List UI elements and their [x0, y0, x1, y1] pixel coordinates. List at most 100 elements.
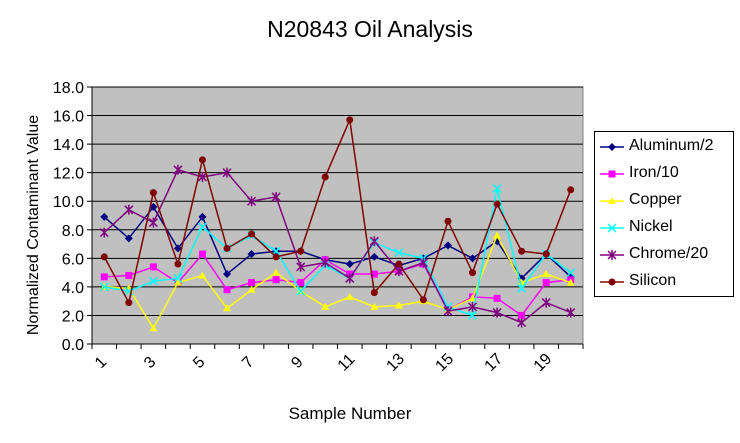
- data-point-nickel: [197, 222, 208, 232]
- data-point-silicon: [542, 250, 550, 258]
- data-point-chrome-20: [566, 307, 576, 318]
- data-point-aluminum-2: [247, 250, 256, 259]
- legend-label: Iron/10: [629, 164, 679, 181]
- x-tick-label: 13: [383, 350, 408, 375]
- data-point-nickel: [492, 183, 502, 193]
- data-point-chrome-20: [517, 317, 527, 328]
- y-tick-label: 10.0: [53, 194, 84, 211]
- data-point-silicon: [321, 173, 329, 181]
- y-tick-label: 18.0: [53, 80, 84, 97]
- data-point-aluminum-2: [223, 270, 232, 279]
- data-point-chrome-20: [369, 236, 379, 247]
- data-point-chrome-20: [247, 196, 257, 207]
- y-tick-label: 12.0: [53, 166, 84, 183]
- data-point-nickel: [148, 276, 158, 286]
- series-line-chrome-20: [103, 168, 572, 324]
- data-point-silicon: [100, 253, 108, 261]
- x-tick-label: 17: [482, 350, 507, 375]
- x-tick-label: 3: [141, 354, 159, 372]
- data-point-silicon: [223, 244, 231, 252]
- data-point-copper: [149, 324, 158, 332]
- legend-swatch-marker: [608, 278, 616, 286]
- series-line-iron-10: [104, 252, 571, 317]
- legend-swatch: [600, 197, 624, 204]
- data-point-copper: [173, 278, 182, 286]
- data-point-silicon: [469, 269, 477, 277]
- data-point-iron-10: [198, 250, 206, 258]
- data-point-chrome-20: [345, 273, 355, 284]
- data-point-silicon: [149, 189, 157, 197]
- data-point-iron-10: [542, 279, 550, 287]
- y-tick-label: 4.0: [62, 280, 84, 297]
- data-point-aluminum-2: [345, 260, 354, 269]
- chart-title: N20843 Oil Analysis: [267, 16, 473, 42]
- y-tick-label: 2.0: [62, 308, 84, 325]
- legend-item-iron-10: Iron/10: [599, 164, 733, 184]
- y-tick-label: 14.0: [53, 137, 84, 154]
- data-point-chrome-20: [222, 167, 232, 178]
- data-point-silicon: [125, 299, 133, 307]
- data-point-nickel: [517, 283, 527, 293]
- data-point-copper: [272, 268, 281, 276]
- legend-swatch: [600, 143, 624, 151]
- data-point-silicon: [518, 247, 526, 255]
- legend-swatch: [600, 223, 624, 233]
- data-point-copper: [321, 302, 330, 310]
- data-point-iron-10: [149, 263, 157, 271]
- x-tick-label: 19: [531, 350, 556, 375]
- legend-swatch-marker: [607, 250, 617, 260]
- data-point-silicon: [493, 200, 501, 208]
- data-point-chrome-20: [418, 257, 428, 268]
- data-point-silicon: [346, 116, 354, 124]
- x-tick-label: 15: [432, 350, 457, 375]
- legend-swatch-marker: [608, 143, 616, 151]
- data-point-chrome-20: [492, 307, 502, 318]
- data-point-chrome-20: [443, 306, 453, 317]
- legend-swatch: [600, 170, 624, 178]
- legend-item-aluminum-2: Aluminum/2: [599, 137, 733, 157]
- data-point-iron-10: [370, 270, 378, 278]
- series-line-silicon: [103, 117, 572, 305]
- data-point-silicon: [395, 260, 403, 268]
- series-line-nickel: [104, 188, 572, 317]
- data-point-aluminum-2: [443, 241, 452, 250]
- data-point-copper: [566, 278, 575, 286]
- data-point-chrome-20: [271, 191, 281, 202]
- legend: Aluminum/2 Iron/10 Copper Nickel Chrome/20 Si…: [594, 131, 734, 297]
- data-point-chrome-20: [124, 204, 134, 215]
- data-point-chrome-20: [99, 227, 109, 238]
- data-point-silicon: [174, 260, 182, 268]
- legend-swatch-marker: [607, 223, 617, 233]
- legend-item-silicon: Silicon: [599, 272, 733, 292]
- data-point-iron-10: [248, 279, 256, 287]
- data-point-silicon: [419, 296, 427, 304]
- data-point-copper: [542, 270, 551, 278]
- data-point-aluminum-2: [173, 244, 182, 253]
- data-point-aluminum-2: [100, 212, 109, 221]
- legend-label: Silicon: [629, 272, 677, 289]
- data-point-aluminum-2: [370, 252, 379, 261]
- y-tick-label: 6.0: [62, 251, 84, 268]
- data-point-copper: [493, 231, 502, 239]
- data-point-aluminum-2: [124, 234, 133, 243]
- x-tick-label: 9: [288, 354, 306, 372]
- data-point-copper: [345, 292, 354, 300]
- data-point-iron-10: [223, 286, 231, 294]
- data-point-nickel: [173, 273, 183, 283]
- legend-item-copper: Copper: [599, 191, 733, 211]
- data-point-silicon: [272, 253, 280, 261]
- data-point-aluminum-2: [468, 254, 477, 263]
- x-tick-label: 11: [335, 351, 359, 375]
- legend-item-chrome-20: Chrome/20: [599, 245, 733, 265]
- data-point-nickel: [467, 310, 478, 320]
- data-point-chrome-20: [467, 301, 478, 312]
- y-tick-label: 8.0: [62, 223, 84, 240]
- data-point-silicon: [444, 217, 452, 225]
- legend-swatch-marker: [608, 170, 616, 178]
- data-point-silicon: [198, 156, 206, 164]
- data-point-chrome-20: [148, 217, 158, 228]
- data-point-nickel: [99, 282, 109, 292]
- y-tick-label: 16.0: [53, 109, 84, 126]
- data-point-copper: [394, 301, 403, 309]
